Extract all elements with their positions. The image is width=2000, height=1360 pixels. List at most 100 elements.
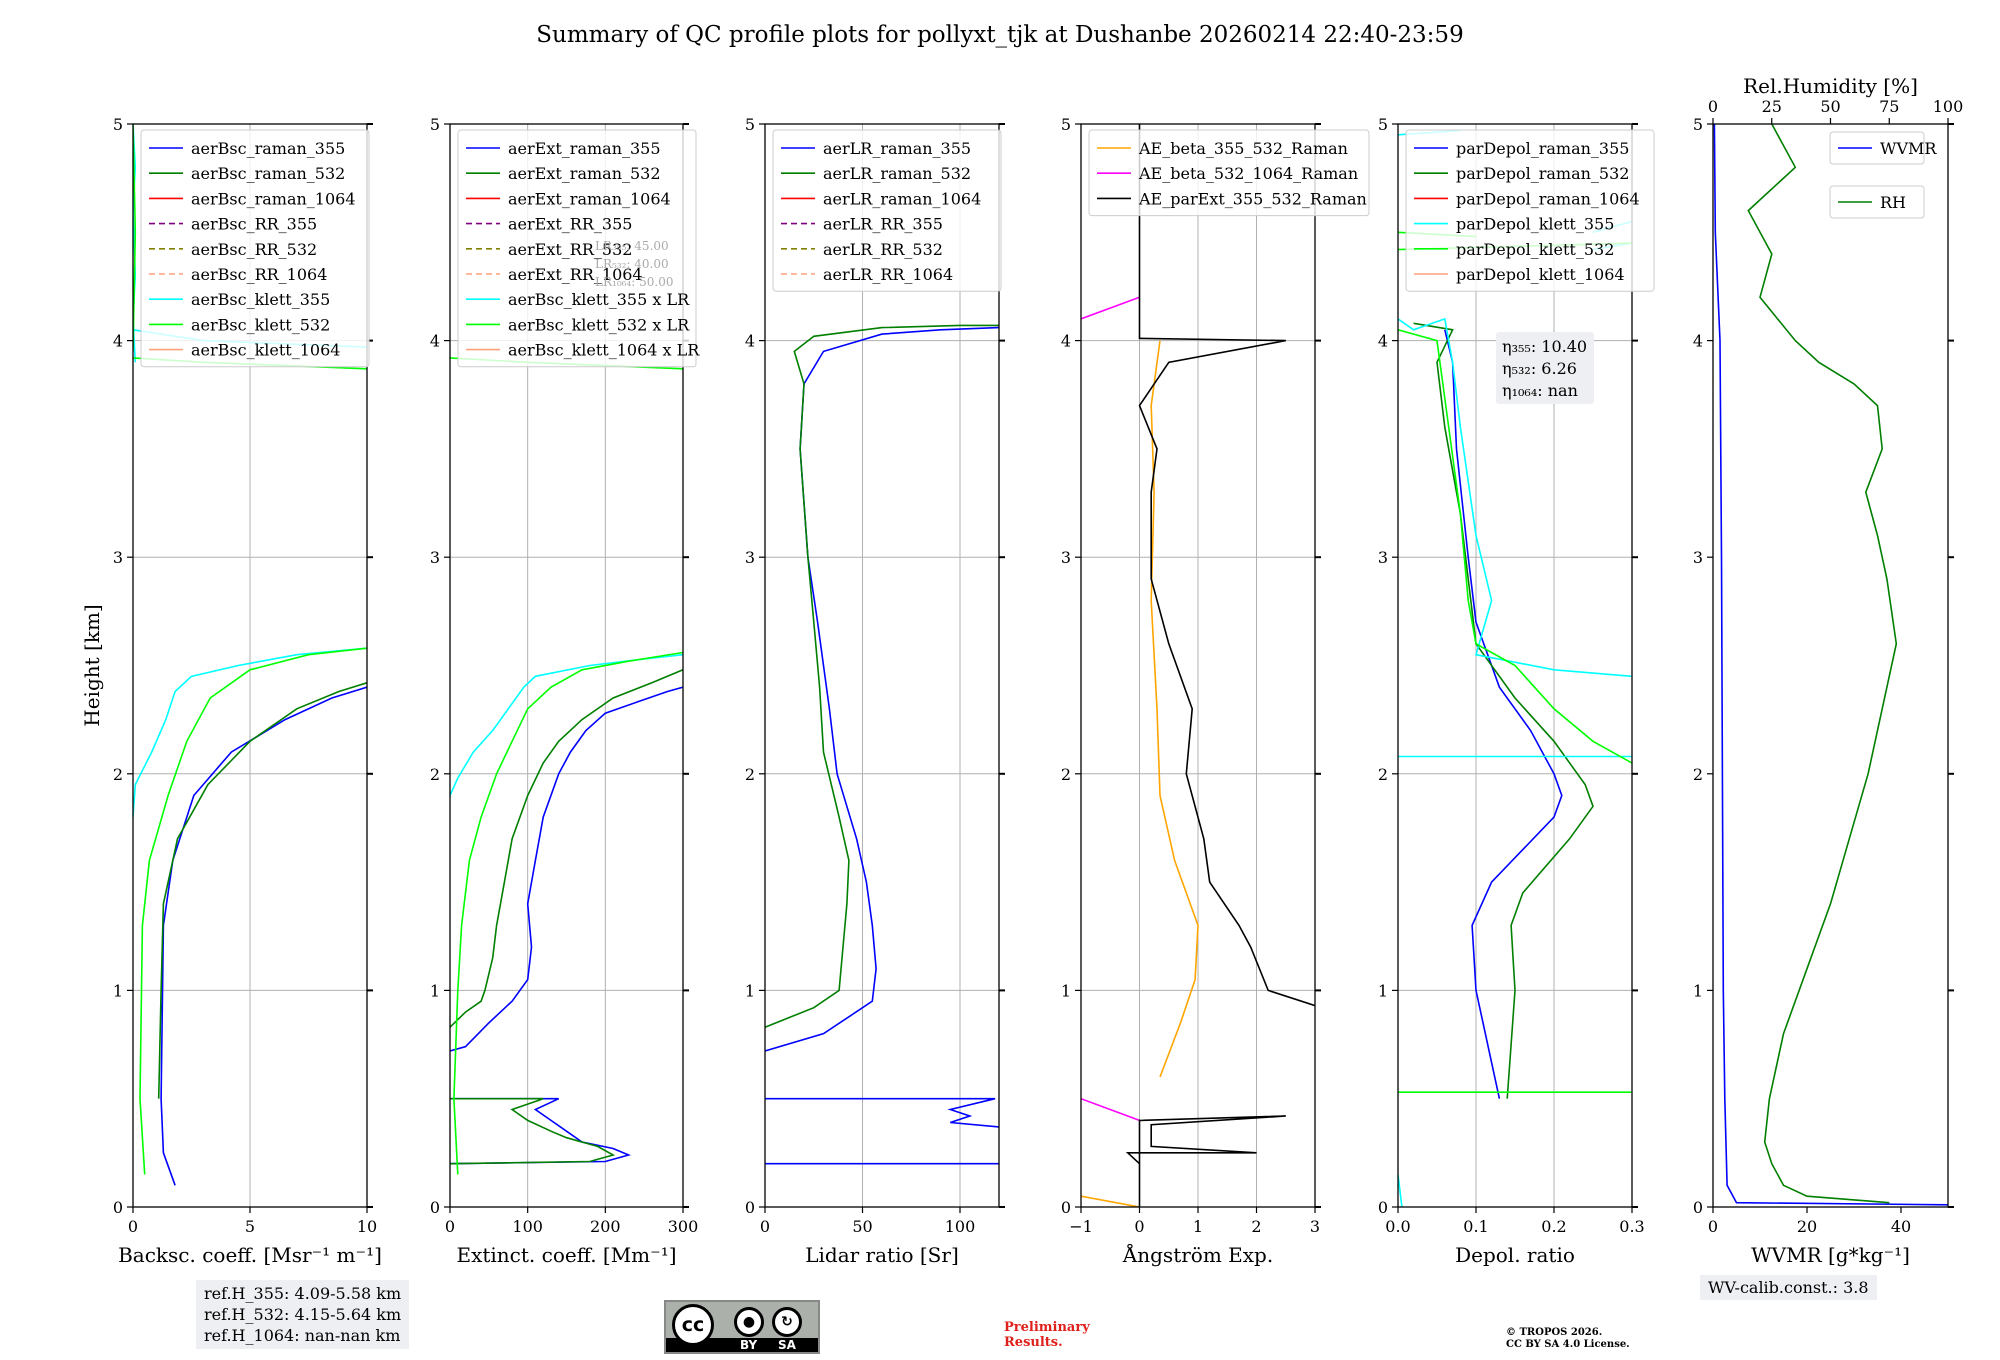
y-tick-label: 4 — [1061, 332, 1071, 351]
sa-label: SA — [778, 1338, 796, 1352]
axes-frame — [1712, 123, 1949, 1208]
y-tick-label: 5 — [113, 115, 123, 134]
y-tick-label: 2 — [430, 765, 440, 784]
legend-label-aerBsc_RR_1064: aerBsc_RR_1064 — [191, 265, 327, 284]
series-line-parDepol_klett_355 — [1398, 129, 1632, 1207]
top-tick-label: 0 — [1708, 97, 1718, 116]
series-group — [1713, 124, 1948, 1206]
x-tick-label: 20 — [1797, 1217, 1817, 1236]
y-tick-label: 5 — [1693, 115, 1703, 134]
series-line-AE_parExt_355_532_Raman — [1125, 124, 1315, 1207]
legend-label-aerExt_RR_1064: aerExt_RR_1064 — [508, 265, 643, 284]
x-tick-label: 0 — [1708, 1217, 1718, 1236]
legend-box — [1829, 131, 1925, 165]
legend-label-aerExt_RR_355: aerExt_RR_355 — [508, 215, 632, 234]
series-line-aerBsc_klett_532 x LR — [450, 357, 683, 1175]
legend-label-parDepol_raman_1064: parDepol_raman_1064 — [1456, 189, 1640, 208]
series-group — [765, 324, 999, 1165]
y-tick-label: 2 — [1061, 765, 1071, 784]
x-tick-label: 0 — [445, 1217, 455, 1236]
x-tick-label: 40 — [1891, 1217, 1911, 1236]
series-line-AE_beta_355_532_Raman — [1081, 340, 1199, 1207]
legend-label-AE_beta_355_532_Raman: AE_beta_355_532_Raman — [1138, 139, 1348, 158]
y-tick-label: 0 — [430, 1198, 440, 1217]
series-line-WVMR — [1713, 124, 1948, 1206]
legend-label-aerBsc_klett_532 x LR: aerBsc_klett_532 x LR — [508, 315, 690, 334]
series-line-aerBsc_raman_532 — [157, 682, 367, 1099]
series-line-aerExt_raman_355 — [450, 686, 683, 1165]
top-tick-label: 25 — [1762, 97, 1782, 116]
legend-label-WVMR: WVMR — [1880, 139, 1937, 158]
ref-height-532: ref.H_532: 4.15-5.64 km — [204, 1305, 402, 1324]
y-tick-label: 5 — [745, 115, 755, 134]
y-tick-label: 3 — [430, 548, 440, 567]
legend-label-aerBsc_klett_1064 x LR: aerBsc_klett_1064 x LR — [508, 341, 700, 360]
top-tick-label: 50 — [1820, 97, 1840, 116]
figure-title: Summary of QC profile plots for pollyxt_… — [536, 22, 1464, 48]
series-group — [1398, 129, 1632, 1207]
legend-label-aerBsc_raman_1064: aerBsc_raman_1064 — [191, 189, 356, 208]
legend-label-parDepol_klett_1064: parDepol_klett_1064 — [1456, 265, 1625, 284]
legend-label-aerBsc_klett_355 x LR: aerBsc_klett_355 x LR — [508, 290, 690, 309]
legend-label-aerBsc_raman_355: aerBsc_raman_355 — [191, 139, 345, 158]
panel-ext: 0 1 2 3 4 5 0 100 200 300 Extinct. coeff. [Mm⁻¹] ae… — [430, 115, 700, 1267]
legend-box — [140, 129, 370, 368]
y-tick-label: 0 — [745, 1198, 755, 1217]
legend-label-aerExt_raman_1064: aerExt_raman_1064 — [508, 189, 671, 208]
axes-frame — [449, 123, 684, 1208]
x-tick-label: 100 — [512, 1217, 543, 1236]
y-tick-label: 2 — [1378, 765, 1388, 784]
series-line-parDepol_raman_532 — [1413, 322, 1594, 1099]
sa-cycle-icon: ↻ — [772, 1307, 802, 1337]
ref-height-355: ref.H_355: 4.09-5.58 km — [204, 1284, 402, 1303]
y-tick-label: 5 — [430, 115, 440, 134]
axes-frame — [764, 123, 1000, 1208]
legend-label-aerExt_raman_532: aerExt_raman_532 — [508, 164, 661, 183]
y-tick-label: 2 — [745, 765, 755, 784]
series-group — [1081, 124, 1315, 1207]
legend-label-aerLR_raman_355: aerLR_raman_355 — [823, 139, 971, 158]
series-group — [450, 357, 683, 1175]
x-tick-label: 0.2 — [1541, 1217, 1566, 1236]
y-tick-label: 4 — [430, 332, 440, 351]
legend-label-parDepol_klett_355: parDepol_klett_355 — [1456, 215, 1614, 234]
eta-annotation-1: η₅₃₂: 6.26 — [1502, 359, 1577, 378]
top-tick-label: 75 — [1879, 97, 1899, 116]
eta-annotation-box — [1496, 332, 1594, 404]
by-label: BY — [740, 1338, 758, 1352]
axes-frame — [1397, 123, 1633, 1208]
panel-bsc: 0 1 2 3 4 5 0 5 10 Backsc. coeff. [Msr⁻¹ m⁻¹] Heig… — [80, 115, 382, 1267]
y-tick-label: 2 — [1693, 765, 1703, 784]
x-tick-label: 10 — [357, 1217, 377, 1236]
legend-label-RH: RH — [1880, 193, 1906, 212]
legend-label-aerBsc_klett_355: aerBsc_klett_355 — [191, 290, 330, 309]
license-note: © TROPOS 2026. CC BY SA 4.0 License. — [1506, 1327, 1630, 1350]
series-line-aerLR_raman_532 — [765, 324, 999, 1028]
top-tick-label: 100 — [1933, 97, 1964, 116]
series-line-aerBsc_klett_355 x LR — [450, 653, 683, 796]
x-axis-label: Depol. ratio — [1455, 1243, 1575, 1267]
legend-box — [1829, 185, 1925, 219]
y-tick-label: 3 — [1061, 548, 1071, 567]
y-tick-label: 3 — [1378, 548, 1388, 567]
series-line-aerBsc_raman_355 — [160, 686, 367, 1186]
legend-label-parDepol_raman_355: parDepol_raman_355 — [1456, 139, 1629, 158]
y-tick-label: 3 — [113, 548, 123, 567]
legend-label-aerLR_RR_1064: aerLR_RR_1064 — [823, 265, 953, 284]
x-tick-label: 0.3 — [1619, 1217, 1644, 1236]
x-tick-label: 300 — [668, 1217, 699, 1236]
series-line-aerExt_raman_532 — [450, 669, 683, 1165]
legend-label-aerExt_raman_355: aerExt_raman_355 — [508, 139, 661, 158]
y-tick-label: 0 — [1378, 1198, 1388, 1217]
x-axis-label: Backsc. coeff. [Msr⁻¹ m⁻¹] — [118, 1243, 382, 1267]
x-tick-label: 0.1 — [1463, 1217, 1488, 1236]
x-tick-label: 0.0 — [1385, 1217, 1410, 1236]
y-tick-label: 3 — [745, 548, 755, 567]
x-tick-label: 200 — [590, 1217, 621, 1236]
x-tick-label: 0 — [128, 1217, 138, 1236]
x-axis-label: Ångström Exp. — [1122, 1242, 1273, 1267]
lr-annotation-1: LR₅₃₂: 40.00 — [595, 257, 669, 271]
x-tick-label: 50 — [852, 1217, 872, 1236]
y-tick-label: 1 — [1061, 981, 1071, 1000]
